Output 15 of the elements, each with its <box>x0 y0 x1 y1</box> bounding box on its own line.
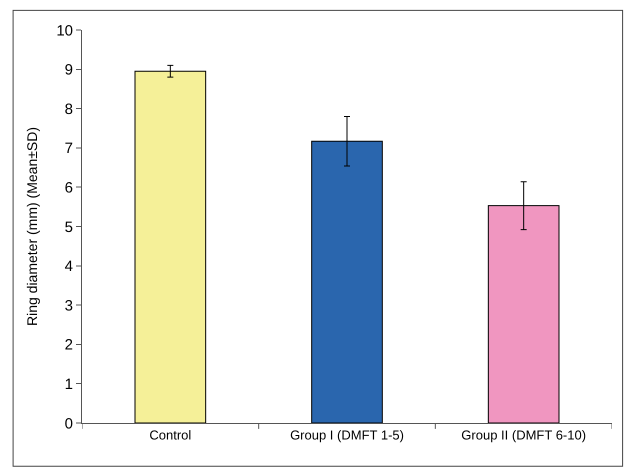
y-tick-label: 4 <box>64 258 73 276</box>
y-tick-label: 1 <box>64 376 73 393</box>
y-axis-title: Ring diameter (mm) (Mean±SD) <box>24 126 40 326</box>
y-tick-label: 8 <box>64 100 73 118</box>
x-tick-label: Group II (DMFT 6-10) <box>461 428 586 443</box>
y-tick-label: 0 <box>64 415 73 432</box>
y-tick-label: 7 <box>64 140 73 158</box>
y-tick-label: 6 <box>64 179 73 196</box>
y-tick-label: 9 <box>64 62 73 79</box>
y-tick-label: 3 <box>64 297 73 314</box>
y-tick-label: 10 <box>56 22 73 40</box>
y-tick-label: 5 <box>64 218 73 236</box>
y-tick-label: 2 <box>64 336 73 354</box>
x-tick-label: Group I (DMFT 1-5) <box>290 428 404 443</box>
x-tick-label: Control <box>149 428 192 443</box>
